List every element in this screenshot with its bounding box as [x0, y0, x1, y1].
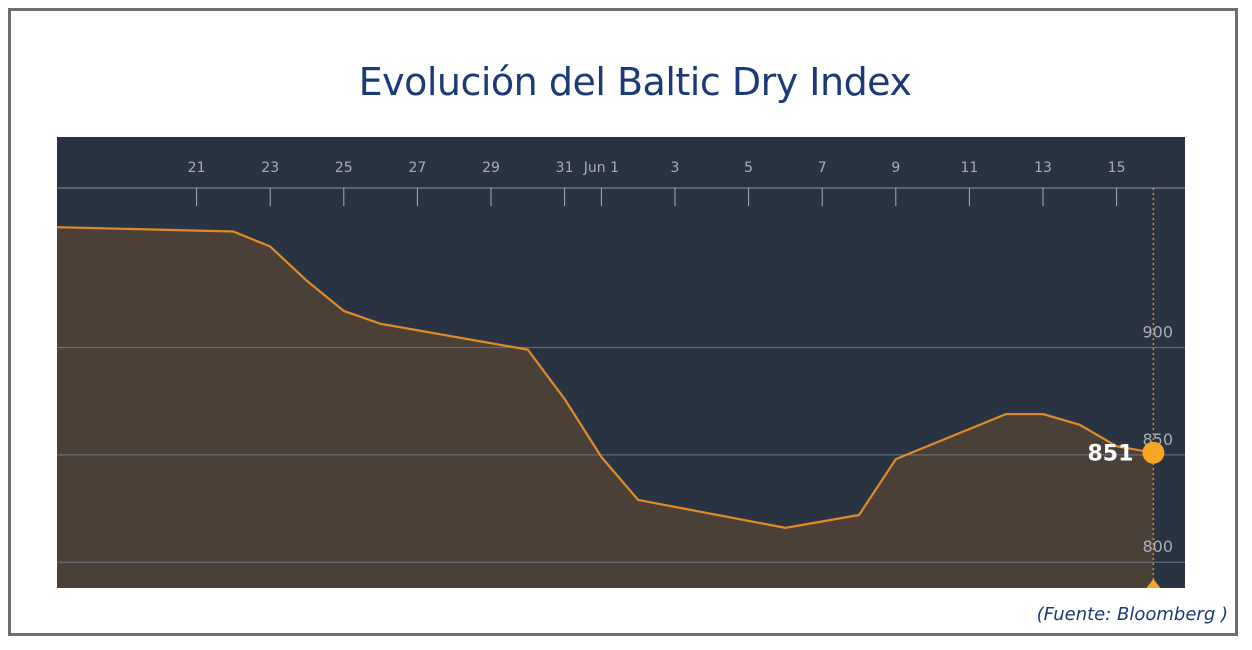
y-tick-label: 900: [1142, 322, 1173, 341]
last-value-marker: [1142, 441, 1165, 464]
chart-area: 21 23 25 27 29 31 Jun 1 3 5 7 9 11 13 15 900 850 800 851: [56, 137, 1185, 588]
crosshair-marker: [1146, 579, 1161, 588]
x-tick-label: 3: [671, 160, 680, 176]
source-note: (Fuente: Bloomberg ): [1036, 604, 1228, 625]
x-tick-label: 11: [960, 160, 978, 176]
last-value-label: 851: [1087, 442, 1133, 467]
x-tick-label: Jun 1: [583, 160, 619, 176]
chart-title: Evolución del Baltic Dry Index: [358, 60, 912, 104]
x-tick-label: 9: [891, 160, 900, 176]
x-tick-label: 15: [1108, 160, 1126, 176]
x-tick-label: 29: [482, 160, 500, 176]
series-area: [57, 227, 1154, 588]
x-tick-label: 31: [556, 160, 574, 176]
x-tick-label: 27: [408, 160, 426, 176]
series-line: [56, 226, 1154, 529]
x-tick-label: 23: [261, 160, 279, 176]
x-tick-label: 25: [335, 160, 353, 176]
x-tick-label: 5: [744, 160, 753, 176]
x-tick-label: 21: [188, 160, 206, 176]
x-tick-label: 7: [818, 160, 827, 176]
x-tick-label: 13: [1034, 160, 1052, 176]
y-tick-label: 800: [1142, 537, 1173, 556]
